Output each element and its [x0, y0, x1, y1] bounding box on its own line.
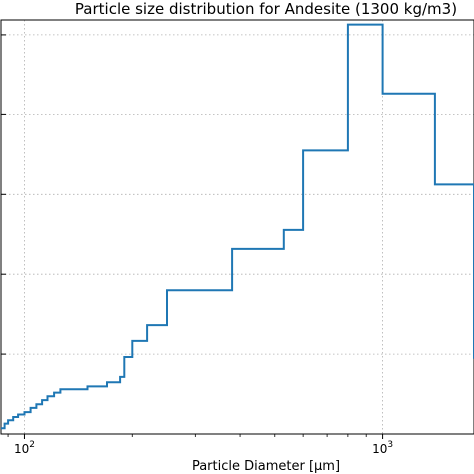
plot-frame: [0, 19, 474, 435]
x-tick-label: 102: [14, 440, 35, 456]
grid: [1, 20, 474, 434]
x-axis-label: Particle Diameter [μm]: [192, 459, 340, 474]
distribution-line: [1, 23, 474, 430]
chart-title: Particle size distribution for Andesite …: [75, 0, 457, 18]
x-tick-label: 103: [372, 440, 393, 456]
axis-ticks: 102 103: [1, 34, 393, 456]
